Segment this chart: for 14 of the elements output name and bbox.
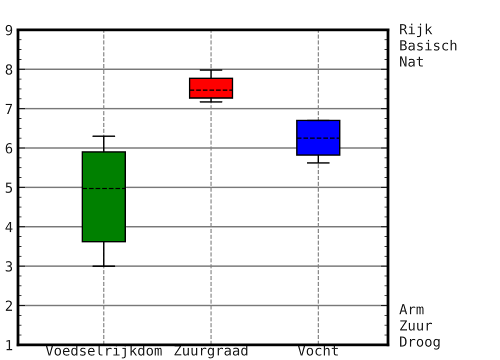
x-tick-label: Voedselrijkdom	[46, 344, 162, 358]
x-tick-label: Zuurgraad	[174, 344, 248, 358]
y-tick-label: 2	[6, 300, 12, 311]
text: Arm Zuur Droog	[399, 304, 440, 350]
y-tick-label: 1	[6, 340, 12, 350]
y-tick-label: 6	[6, 143, 12, 154]
y-tick-label: 4	[5, 222, 12, 232]
y-tick-label: 9	[6, 24, 12, 36]
y-tick-label: 3	[6, 261, 12, 272]
text: Rijk Basisch Nat	[400, 24, 456, 67]
y-tick-label: 7	[6, 104, 12, 114]
y-tick-label: 5	[6, 182, 12, 193]
x-tick-label: Vocht	[298, 344, 338, 356]
y-tick-label: 8	[6, 64, 12, 75]
